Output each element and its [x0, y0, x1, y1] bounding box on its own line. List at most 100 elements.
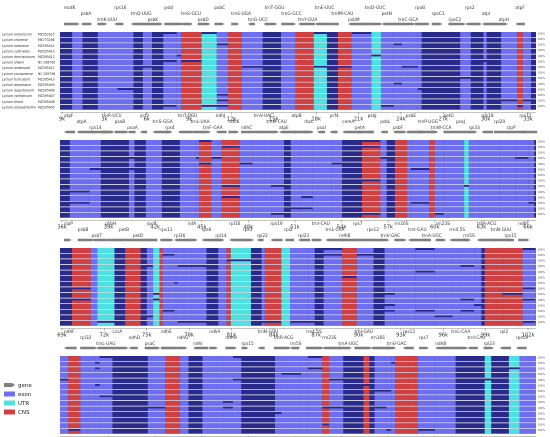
- conservation-block: [499, 190, 516, 196]
- conservation-block: [239, 207, 253, 213]
- conservation-block: [179, 190, 196, 196]
- conservation-block: [191, 309, 207, 315]
- conservation-block: [460, 60, 471, 65]
- gene-arrow: [97, 22, 108, 26]
- conservation-block: [522, 309, 536, 315]
- conservation-block: [218, 259, 227, 265]
- conservation-block: [195, 212, 199, 218]
- percent-label: 100%: [538, 195, 546, 199]
- conservation-block: [226, 315, 231, 321]
- conservation-block: [394, 151, 408, 157]
- conservation-block: [159, 270, 163, 276]
- x-tick-label: 84k: [269, 332, 279, 338]
- gene-label: trnA-UGC: [338, 341, 358, 347]
- conservation-block: [452, 281, 461, 287]
- conservation-block: [232, 417, 242, 423]
- x-tick-label: 102k: [522, 332, 535, 338]
- conservation-block: [295, 76, 314, 82]
- conservation-block: [290, 264, 309, 270]
- conservation-block: [502, 304, 523, 309]
- conservation-block: [295, 82, 314, 88]
- gene-label: trnL-CAA: [326, 227, 345, 233]
- gene-label: psaB: [115, 119, 126, 125]
- conservation-block: [410, 184, 430, 190]
- conservation-block: [464, 168, 469, 173]
- conservation-block: [528, 145, 535, 151]
- percent-label: 100%: [538, 156, 546, 160]
- conservation-block: [371, 60, 381, 65]
- conservation-block: [323, 287, 343, 293]
- conservation-block: [230, 253, 251, 259]
- conservation-block: [501, 32, 518, 37]
- conservation-block: [308, 304, 315, 309]
- conservation-block: [68, 395, 81, 401]
- conservation-block: [202, 372, 223, 378]
- conservation-block: [80, 412, 96, 417]
- conservation-block: [228, 71, 242, 77]
- gene-arrow: [325, 238, 345, 242]
- conservation-block: [162, 287, 175, 293]
- gene-label: rpoC2: [448, 17, 461, 23]
- gene-label: rps12: [367, 227, 379, 233]
- conservation-block: [351, 99, 372, 105]
- conservation-block: [483, 76, 487, 82]
- conservation-block: [89, 179, 101, 185]
- conservation-block: [295, 60, 314, 65]
- conservation-block: [174, 264, 178, 270]
- conservation-block: [535, 292, 536, 298]
- conservation-block: [191, 276, 207, 281]
- conservation-block: [145, 162, 162, 168]
- conservation-block: [195, 162, 199, 168]
- gene-label: ycf3: [140, 113, 149, 119]
- percent-label: 100%: [538, 400, 546, 404]
- conservation-block: [95, 423, 100, 429]
- conservation-block: [202, 423, 223, 429]
- x-tick-label: 81k: [227, 332, 237, 338]
- conservation-block: [90, 281, 98, 287]
- conservation-block: [337, 71, 352, 77]
- conservation-block: [380, 201, 387, 207]
- conservation-block: [252, 190, 272, 196]
- conservation-block: [460, 320, 475, 326]
- conservation-block: [230, 320, 251, 326]
- conservation-block: [99, 417, 113, 423]
- percent-label: 100%: [538, 82, 546, 86]
- conservation-block: [528, 173, 535, 179]
- conservation-block: [68, 400, 81, 406]
- gene-arrow: [498, 22, 508, 26]
- conservation-block: [522, 292, 536, 298]
- conservation-block: [300, 417, 308, 423]
- gene-arrow: [515, 22, 525, 26]
- conservation-block: [351, 54, 372, 60]
- percent-label: 100%: [538, 76, 546, 80]
- conservation-block: [410, 140, 430, 145]
- conservation-block: [417, 90, 422, 93]
- conservation-block: [271, 186, 284, 190]
- x-tick-label: 45k: [197, 224, 207, 230]
- conservation-block: [394, 179, 408, 185]
- conservation-block: [179, 179, 196, 185]
- conservation-block: [239, 164, 253, 168]
- conservation-block: [522, 289, 536, 293]
- conservation-block: [515, 184, 529, 190]
- conservation-block: [145, 190, 162, 196]
- conservation-block: [60, 367, 69, 373]
- conservation-block: [274, 414, 282, 417]
- conservation-block: [522, 276, 536, 281]
- gene-arrow: [386, 346, 397, 350]
- conservation-block: [356, 304, 374, 309]
- x-tick-label: 18k: [311, 116, 321, 122]
- conservation-block: [337, 60, 352, 65]
- conservation-block: [274, 406, 282, 412]
- conservation-block: [290, 287, 309, 293]
- gene-arrow: [160, 238, 174, 242]
- conservation-block: [281, 309, 291, 315]
- gene-arrow: [468, 130, 478, 134]
- conservation-block: [147, 384, 166, 389]
- conservation-block: [95, 395, 100, 401]
- conservation-block: [331, 168, 343, 173]
- conservation-block: [239, 190, 253, 196]
- conservation-block: [176, 88, 182, 93]
- conservation-block: [515, 145, 529, 151]
- conservation-block: [60, 380, 69, 384]
